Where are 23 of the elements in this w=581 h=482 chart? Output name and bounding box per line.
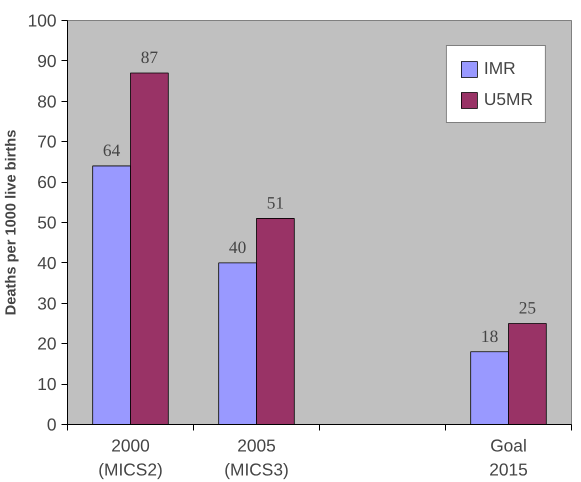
y-tick-label: 20	[37, 334, 57, 354]
y-tick-label: 50	[37, 212, 57, 232]
legend-label: IMR	[484, 58, 516, 79]
data-label: 18	[480, 326, 498, 346]
data-label: 40	[228, 238, 246, 257]
x-tick-label: 2000 (MICS2)	[98, 436, 163, 480]
y-tick-label: 100	[28, 10, 57, 30]
y-tick-label: 70	[37, 132, 57, 152]
y-tick-label: 80	[37, 91, 57, 112]
y-tick-label: 30	[37, 293, 57, 314]
data-label: 51	[266, 193, 284, 212]
y-axis-title: Deaths per 1000 live births	[4, 130, 20, 316]
y-tick-label: 40	[37, 252, 57, 273]
data-label: 25	[518, 298, 536, 318]
x-tick-label: Goal 2015	[489, 436, 528, 480]
y-tick-label: 10	[37, 374, 57, 394]
x-tick-label: 2005 (MICS3)	[224, 436, 289, 480]
y-tick-label: 60	[37, 172, 57, 192]
data-label: 87	[140, 48, 158, 68]
y-tick-label: 0	[46, 414, 57, 434]
y-tick-label: 90	[37, 50, 57, 71]
data-label: 64	[102, 140, 121, 160]
legend-label: U5MR	[484, 89, 533, 110]
